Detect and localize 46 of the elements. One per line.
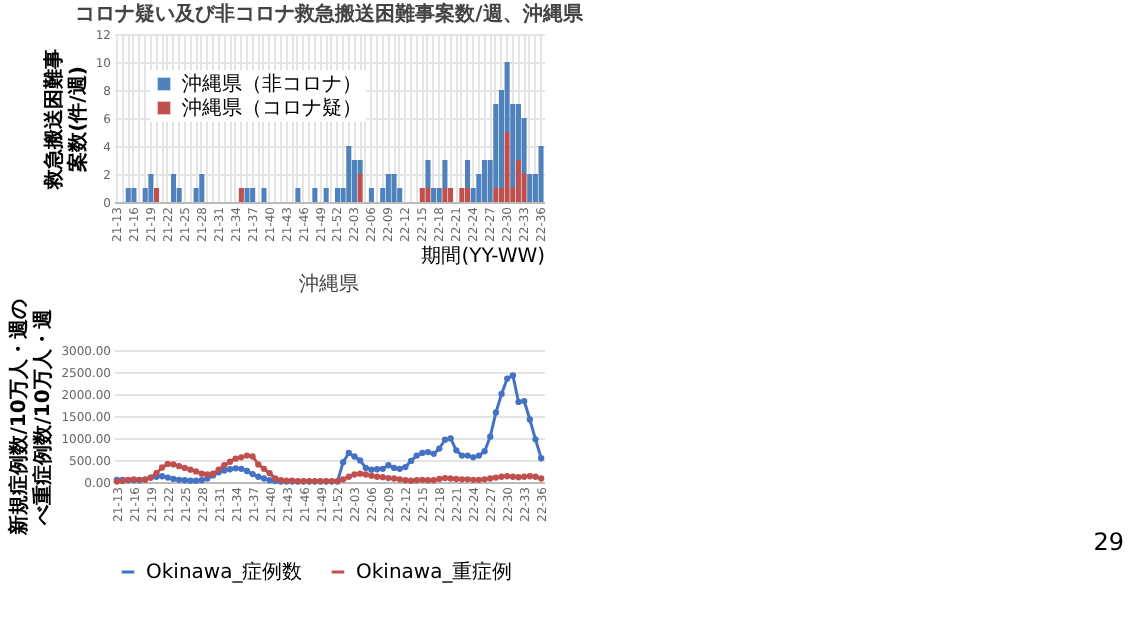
bar (481, 160, 488, 202)
bar (448, 188, 454, 202)
chart-title: コロナ疑い及び非コロナ救急搬送困難事案数/週、沖縄県 (75, 2, 585, 26)
bar (442, 160, 448, 188)
bar (131, 188, 137, 202)
bar (385, 174, 391, 202)
bar (442, 188, 448, 202)
bar (295, 188, 301, 202)
legend-label: Okinawa_重症例 (356, 560, 513, 584)
bar (436, 188, 442, 202)
text: 29 (1093, 528, 1124, 556)
bar (368, 188, 374, 202)
x-axis-title: 期間(YY-WW) (421, 243, 546, 268)
bar (261, 188, 267, 202)
bar (515, 160, 521, 202)
legend-label: 沖縄県（非コロナ） (182, 72, 362, 96)
bar (425, 160, 431, 188)
bar (323, 188, 329, 202)
y-axis-title: 救急搬送困難事案数(件/週) (41, 49, 90, 191)
bar (431, 188, 437, 202)
bar (170, 174, 177, 202)
bar (391, 174, 397, 202)
chart-title: 沖縄県 (299, 272, 359, 297)
bar (312, 188, 318, 202)
bar (346, 146, 352, 202)
bar (238, 188, 244, 202)
bar (459, 188, 465, 202)
bar (357, 174, 363, 202)
bar (419, 188, 425, 202)
bar (538, 146, 544, 202)
bar (154, 188, 160, 202)
bar (125, 188, 131, 202)
bar (504, 132, 510, 202)
legend-label: 沖縄県（コロナ疑） (182, 96, 362, 120)
bar (250, 188, 256, 202)
bar (493, 188, 499, 202)
bar (527, 174, 533, 202)
legend-label: Okinawa_症例数 (146, 560, 303, 584)
bar (199, 174, 205, 202)
bar (334, 188, 341, 202)
bar (465, 160, 471, 188)
bar (465, 188, 471, 202)
bar (244, 188, 250, 202)
bar (148, 174, 154, 202)
y-axis-title: 新規症例数/10万人・週のべ重症例数/10万人・週 (7, 299, 56, 537)
bar (425, 188, 431, 202)
